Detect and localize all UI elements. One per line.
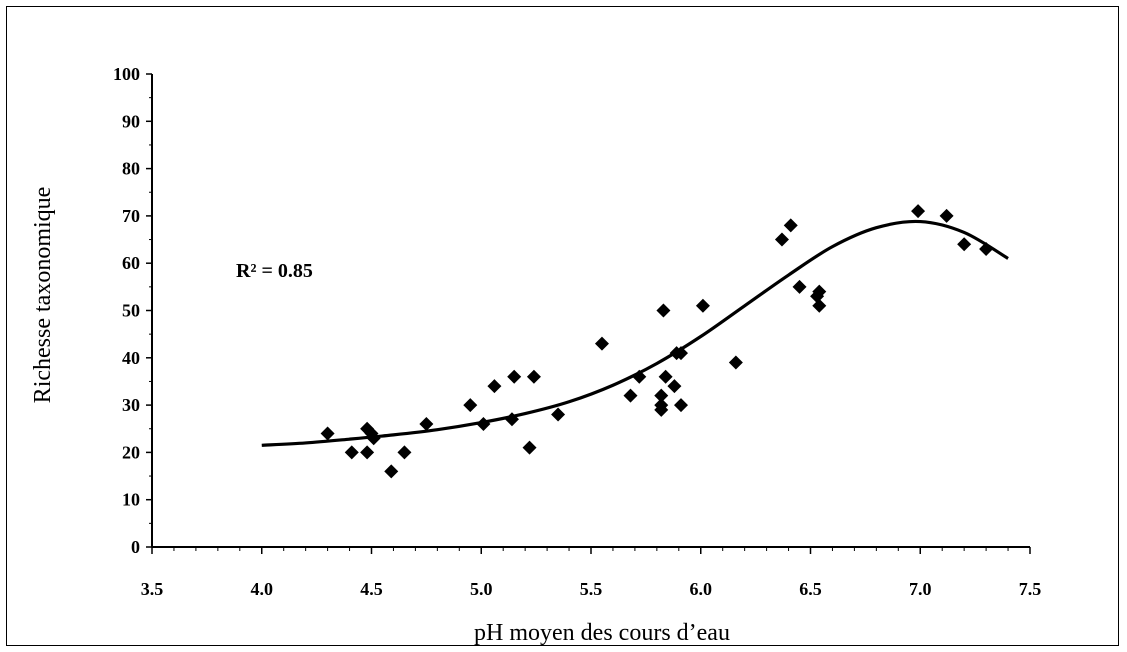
data-point (654, 402, 669, 417)
data-point (656, 303, 671, 318)
data-point (360, 445, 375, 460)
axes (151, 74, 1030, 548)
data-point (812, 284, 827, 299)
y-tick-label: 50 (122, 301, 140, 321)
data-point (504, 412, 519, 427)
data-point (366, 431, 381, 446)
data-point (957, 237, 972, 252)
data-point (384, 464, 399, 479)
data-point (728, 355, 743, 370)
fit-curve-layer (261, 219, 1009, 447)
data-point (320, 426, 335, 441)
x-tick-label: 7.0 (909, 579, 932, 599)
data-point (632, 369, 647, 384)
fit-curve (261, 219, 1009, 447)
data-point (419, 417, 434, 432)
y-tick-label: 30 (122, 395, 140, 415)
y-tick-label: 10 (122, 490, 140, 510)
data-point (774, 232, 789, 247)
data-point (551, 407, 566, 422)
data-point (654, 388, 669, 403)
data-point (812, 298, 827, 313)
figure-frame (6, 6, 1119, 646)
data-points (320, 204, 994, 479)
x-tick-label: 6.0 (690, 579, 713, 599)
data-point (344, 445, 359, 460)
y-tick-label: 80 (122, 159, 140, 179)
data-point (695, 298, 710, 313)
x-tick-label: 7.5 (1019, 579, 1042, 599)
y-tick-label: 0 (131, 537, 140, 557)
ticks: 0 10 20 30 40 50 60 70 80 90 100 3.5 4.0 4.5 5.0 5.5 6.0… (113, 64, 1041, 599)
data-point (673, 346, 688, 361)
y-tick-label: 100 (113, 64, 140, 84)
data-point (979, 242, 994, 257)
data-point (658, 369, 673, 384)
x-tick-label: 4.5 (360, 579, 383, 599)
x-tick-label: 3.5 (141, 579, 164, 599)
y-tick-label: 40 (122, 348, 140, 368)
data-point (526, 369, 541, 384)
data-point (507, 369, 522, 384)
x-tick-label: 5.0 (470, 579, 493, 599)
data-point (397, 445, 412, 460)
x-axis-title: pH moyen des cours d’eau (474, 620, 730, 646)
x-tick-label: 6.5 (799, 579, 822, 599)
data-point (522, 440, 537, 455)
r-squared-annotation: R² = 0.85 (236, 260, 313, 282)
data-point (487, 379, 502, 394)
y-tick-label: 70 (122, 206, 140, 226)
data-point (476, 417, 491, 432)
y-axis-title: Richesse taxonomique (30, 187, 56, 404)
data-point (667, 379, 682, 394)
data-point (673, 398, 688, 413)
data-point (783, 218, 798, 233)
data-point (939, 208, 954, 223)
y-tick-label: 20 (122, 442, 140, 462)
data-point (594, 336, 609, 351)
data-point (792, 279, 807, 294)
data-point (623, 388, 638, 403)
y-tick-label: 60 (122, 253, 140, 273)
x-tick-label: 4.0 (251, 579, 274, 599)
x-tick-label: 5.5 (580, 579, 603, 599)
data-point (463, 398, 478, 413)
y-tick-label: 90 (122, 111, 140, 131)
data-point (911, 204, 926, 219)
